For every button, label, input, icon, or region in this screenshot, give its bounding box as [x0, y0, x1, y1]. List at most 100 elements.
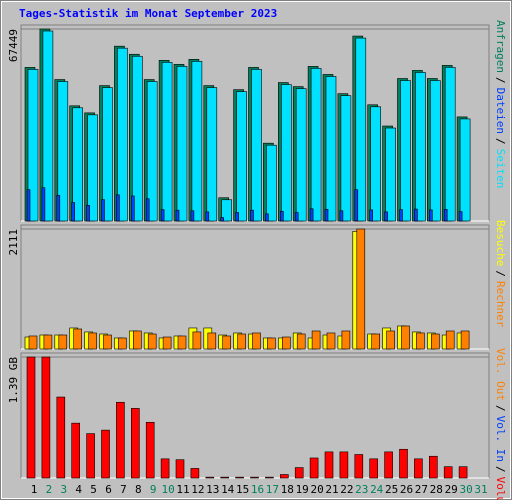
x-tick-label: 6 [105, 483, 112, 496]
legend-separator: / [494, 138, 507, 145]
bar [161, 62, 173, 222]
bar [341, 330, 351, 350]
bar [339, 210, 344, 222]
bar [265, 476, 274, 479]
bar [43, 334, 53, 350]
bar [116, 401, 125, 479]
bar [147, 333, 157, 350]
bar [102, 87, 113, 222]
bar [133, 330, 142, 350]
bar [309, 208, 314, 222]
x-tick-label: 4 [75, 483, 82, 496]
x-tick-label: 24 [370, 483, 384, 496]
bar [250, 209, 254, 222]
x-tick-label: 25 [385, 483, 398, 496]
x-tick-label: 11 [176, 483, 189, 496]
bar [235, 476, 244, 479]
bar [235, 212, 239, 222]
bar [88, 332, 97, 350]
y-tick-label: 2111 [7, 229, 20, 256]
legend: Vol. Out / Vol. In / Volumen [494, 348, 507, 500]
bar [190, 210, 195, 222]
bar [266, 144, 277, 222]
legend-separator: / [494, 270, 507, 277]
bar [267, 337, 276, 350]
x-tick-label: 22 [340, 483, 353, 496]
bar [399, 209, 403, 222]
x-tick-label: 1 [31, 483, 38, 496]
x-tick-label: 3 [60, 483, 67, 496]
legend-entry: Rechner [494, 281, 507, 328]
bar [131, 195, 135, 222]
bar [192, 331, 202, 350]
bar [101, 429, 110, 479]
bar [57, 81, 69, 222]
bar [160, 209, 165, 222]
bar [56, 195, 61, 222]
bar [175, 459, 185, 479]
x-tick-label: 27 [415, 483, 428, 496]
bar [430, 333, 440, 350]
x-tick-label: 17 [266, 483, 279, 496]
bar [71, 202, 75, 222]
bar [325, 76, 337, 222]
bar [28, 335, 38, 350]
x-tick-label: 20 [310, 483, 323, 496]
bar [205, 476, 215, 479]
bar [324, 209, 329, 222]
x-tick-label: 26 [400, 483, 413, 496]
x-tick-label: 8 [135, 483, 142, 496]
legend-separator: / [494, 466, 507, 473]
bar [251, 69, 262, 222]
bar [458, 211, 463, 222]
legend-entry: Seiten [494, 149, 507, 189]
bar [132, 55, 143, 222]
bar [443, 466, 453, 479]
x-tick-label: 2 [46, 483, 53, 496]
bar [354, 189, 359, 222]
x-tick-label: 21 [325, 483, 338, 496]
bar [443, 209, 448, 222]
bar [280, 84, 292, 222]
bar [401, 325, 410, 350]
bar [370, 106, 382, 222]
plot-area [20, 224, 490, 350]
x-tick-label: 7 [120, 483, 127, 496]
bar [101, 199, 105, 222]
bar [384, 451, 393, 479]
plot-area [20, 352, 490, 479]
bar [416, 332, 425, 350]
bar [460, 330, 470, 350]
bar [72, 107, 83, 222]
x-tick-label: 13 [206, 483, 219, 496]
bar [309, 457, 319, 479]
bar [294, 467, 304, 479]
bar [415, 72, 426, 222]
bar [205, 211, 210, 222]
legend: Besuche / Rechner [494, 220, 507, 328]
bar [41, 356, 51, 479]
bar [190, 468, 200, 479]
bar [103, 334, 112, 350]
bar [27, 69, 39, 222]
bar [252, 332, 261, 350]
bar [295, 88, 307, 222]
x-tick-label: 29 [445, 483, 458, 496]
bar [42, 30, 54, 222]
bar [116, 194, 120, 222]
bar [371, 333, 381, 350]
bar [71, 422, 80, 479]
x-tick-label: 10 [161, 483, 174, 496]
bar [445, 330, 455, 350]
bar [220, 476, 229, 479]
x-tick-label: 19 [296, 483, 309, 496]
bar [222, 335, 231, 350]
bar [369, 209, 374, 222]
legend-separator: / [494, 405, 507, 412]
bar [265, 213, 269, 222]
bar [385, 127, 396, 222]
bar [146, 81, 158, 222]
bar [459, 118, 471, 222]
